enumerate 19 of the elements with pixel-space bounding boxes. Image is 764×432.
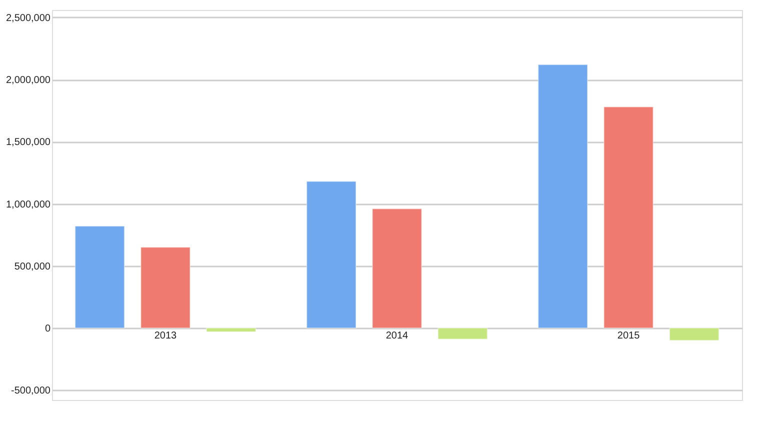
x-tick-label: 2014	[386, 330, 409, 342]
y-tick-label: 2,500,000	[6, 12, 51, 24]
bar	[306, 180, 356, 328]
bar	[669, 327, 720, 341]
y-tick-label: 0	[44, 323, 51, 334]
y-tick-label: 500,000	[14, 261, 51, 272]
y-tick-label: 1,500,000	[6, 137, 51, 148]
x-tick-label: 2015	[617, 330, 640, 342]
bar	[372, 208, 422, 328]
bar	[74, 226, 125, 328]
y-tick-label: 2,000,000	[6, 75, 51, 86]
bar	[538, 64, 588, 328]
y-tick-label: 1,000,000	[6, 199, 51, 210]
bar	[438, 327, 488, 340]
bar	[140, 246, 191, 328]
x-tick-label: 2013	[154, 330, 178, 342]
y-tick-label: -500,000	[11, 386, 51, 397]
bar	[206, 327, 256, 332]
bar	[603, 106, 654, 328]
